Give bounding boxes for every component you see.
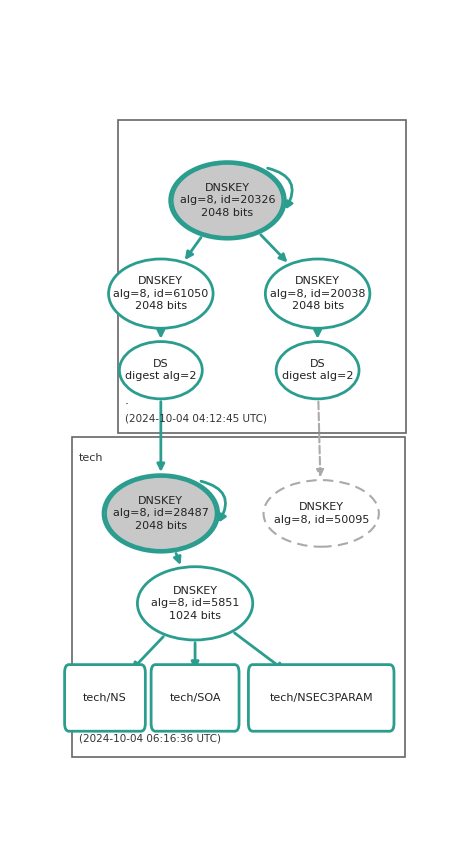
Ellipse shape [170,162,285,239]
Text: DNSKEY
alg=8, id=20038
2048 bits: DNSKEY alg=8, id=20038 2048 bits [270,276,365,311]
Text: DS
digest alg=2: DS digest alg=2 [125,359,197,381]
Text: tech: tech [79,452,104,463]
Text: tech/SOA: tech/SOA [169,693,221,703]
FancyBboxPatch shape [65,664,146,731]
Text: DNSKEY
alg=8, id=20326
2048 bits: DNSKEY alg=8, id=20326 2048 bits [180,183,275,218]
Text: .: . [125,394,129,407]
Text: DNSKEY
alg=8, id=50095: DNSKEY alg=8, id=50095 [273,503,369,524]
FancyBboxPatch shape [118,120,406,433]
Text: tech/NS: tech/NS [83,693,127,703]
Ellipse shape [264,480,379,547]
Text: DNSKEY
alg=8, id=28487
2048 bits: DNSKEY alg=8, id=28487 2048 bits [113,496,209,531]
Ellipse shape [103,475,219,552]
Text: DNSKEY
alg=8, id=5851
1024 bits: DNSKEY alg=8, id=5851 1024 bits [151,586,239,621]
Text: DNSKEY
alg=8, id=61050
2048 bits: DNSKEY alg=8, id=61050 2048 bits [113,276,208,311]
Ellipse shape [276,342,359,399]
Text: DS
digest alg=2: DS digest alg=2 [282,359,353,381]
Ellipse shape [108,259,213,328]
Text: (2024-10-04 04:12:45 UTC): (2024-10-04 04:12:45 UTC) [125,413,267,424]
Ellipse shape [120,342,202,399]
FancyBboxPatch shape [72,437,405,757]
Ellipse shape [138,567,253,640]
Text: (2024-10-04 06:16:36 UTC): (2024-10-04 06:16:36 UTC) [79,734,221,743]
FancyBboxPatch shape [248,664,394,731]
FancyBboxPatch shape [151,664,239,731]
Ellipse shape [266,259,370,328]
Text: tech/NSEC3PARAM: tech/NSEC3PARAM [269,693,373,703]
